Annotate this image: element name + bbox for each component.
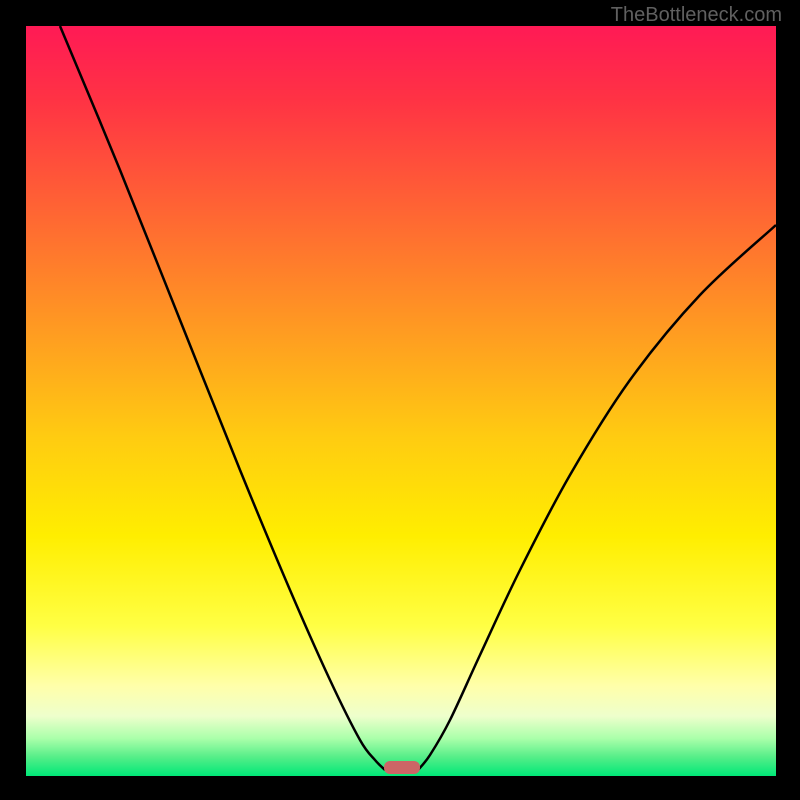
- watermark-text: TheBottleneck.com: [611, 4, 782, 27]
- plot-background: [26, 26, 776, 776]
- bottleneck-chart: [0, 0, 800, 800]
- optimal-marker: [384, 761, 420, 774]
